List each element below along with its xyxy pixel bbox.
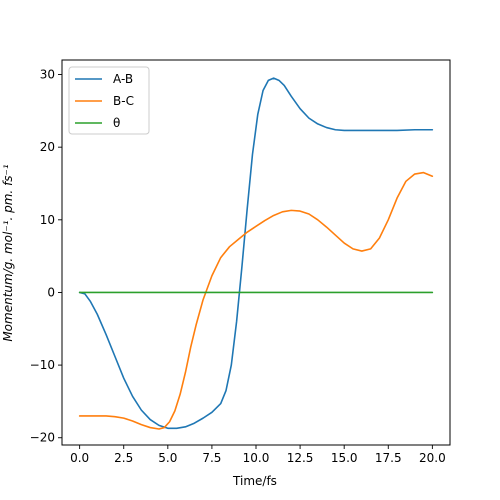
series-group — [78, 77, 434, 430]
x-tick-label: 17.5 — [375, 451, 402, 465]
x-tick-label: 7.5 — [202, 451, 221, 465]
x-axis-label: Time/fs — [232, 474, 277, 488]
x-tick-label: 12.5 — [287, 451, 314, 465]
legend-label-2: θ — [113, 116, 120, 130]
y-tick-label: 20 — [40, 140, 55, 154]
legend-label-1: B-C — [113, 94, 134, 108]
x-tick-label: 20.0 — [419, 451, 446, 465]
y-tick-label: −20 — [30, 431, 55, 445]
x-tick-label: 10.0 — [243, 451, 270, 465]
x-tick-label: 15.0 — [331, 451, 358, 465]
x-tick-label: 0.0 — [70, 451, 89, 465]
x-tick-label: 5.0 — [158, 451, 177, 465]
series-line-1 — [78, 171, 434, 430]
axes: 0.0 2.5 5.0 7.5 10.0 12.5 15.0 17.5 20.0 −20 −10 0 1… — [30, 59, 451, 465]
legend-label-0: A-B — [113, 72, 133, 86]
legend-box — [68, 66, 150, 135]
y-tick-label: −10 — [30, 358, 55, 372]
y-tick-label: 10 — [40, 213, 55, 227]
y-tick-label: 30 — [40, 68, 55, 82]
series-line-0 — [78, 77, 434, 430]
x-tick-label: 2.5 — [114, 451, 133, 465]
y-tick-label: 0 — [47, 285, 55, 299]
y-axis-label: Momentum/g. mol⁻¹. pm. fs⁻¹ — [1, 164, 15, 342]
legend: A-B B-C θ — [68, 66, 150, 135]
